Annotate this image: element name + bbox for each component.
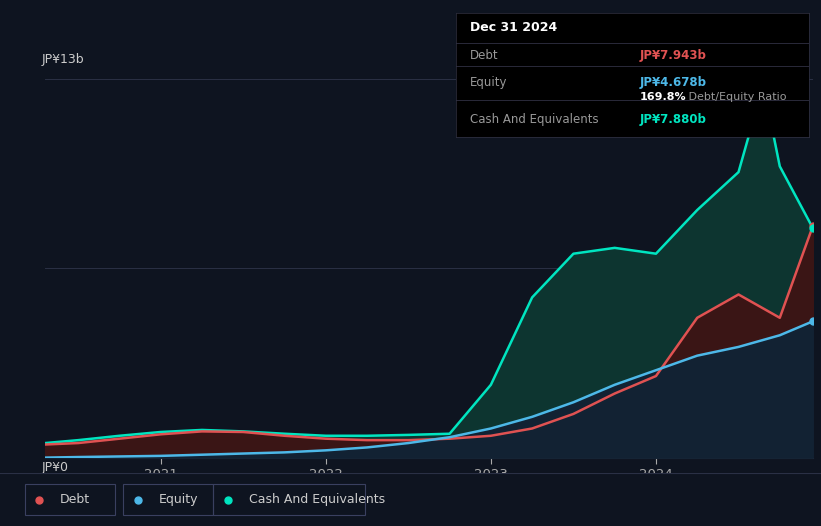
Text: JP¥13b: JP¥13b [41, 53, 84, 66]
Text: Debt: Debt [470, 49, 498, 62]
Text: Dec 31 2024: Dec 31 2024 [470, 22, 557, 35]
Text: Equity: Equity [158, 493, 198, 506]
Text: Cash And Equivalents: Cash And Equivalents [249, 493, 385, 506]
Text: 169.8%: 169.8% [640, 92, 686, 102]
Text: Equity: Equity [470, 76, 507, 89]
Text: JP¥4.678b: JP¥4.678b [640, 76, 706, 89]
Text: JP¥0: JP¥0 [41, 461, 68, 474]
Text: JP¥7.943b: JP¥7.943b [640, 49, 706, 62]
Text: Cash And Equivalents: Cash And Equivalents [470, 113, 599, 126]
Text: JP¥7.880b: JP¥7.880b [640, 113, 706, 126]
Text: Debt/Equity Ratio: Debt/Equity Ratio [686, 92, 787, 102]
Text: Debt: Debt [60, 493, 90, 506]
